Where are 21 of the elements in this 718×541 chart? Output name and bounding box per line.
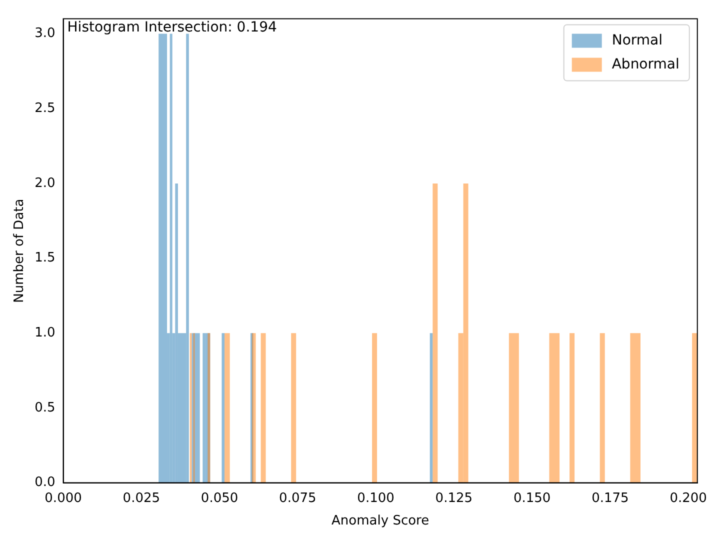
x-tick-label: 0.150	[513, 490, 551, 506]
y-tick-label: 0.5	[34, 400, 56, 416]
legend-label: Abnormal	[612, 56, 680, 72]
x-tick-label: 0.000	[44, 490, 82, 506]
annotation: Histogram Intersection: 0.194	[67, 19, 277, 36]
y-tick-label: 2.5	[34, 100, 56, 116]
x-tick-label: 0.200	[670, 490, 707, 506]
x-tick-label: 0.025	[122, 490, 160, 506]
y-tick-label: 0.0	[34, 475, 56, 490]
y-tick-label: 2.0	[34, 176, 56, 191]
x-tick-label: 0.100	[357, 490, 394, 506]
x-axis-title: Anomaly Score	[332, 514, 430, 529]
y-axis-title: Number of Data	[12, 198, 28, 303]
y-tick-label: 1.0	[34, 326, 56, 340]
x-tick-label: 0.050	[200, 490, 238, 506]
x-tick-label: 0.125	[435, 490, 473, 506]
legend-label: Normal	[612, 32, 663, 48]
y-tick-label: 1.5	[34, 250, 56, 266]
x-tick-label: 0.075	[279, 490, 316, 506]
x-tick-label: 0.175	[592, 490, 629, 506]
y-tick-label: 3.0	[34, 26, 56, 42]
